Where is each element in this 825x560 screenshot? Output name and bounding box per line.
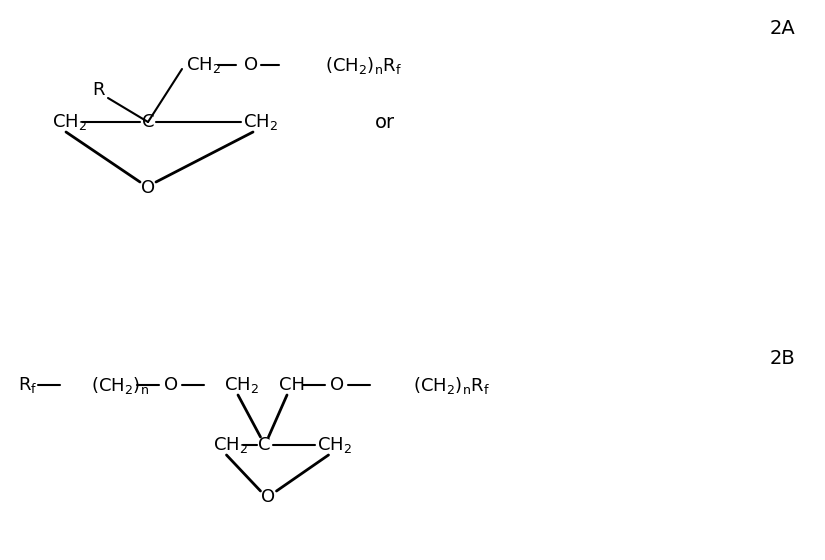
Text: O: O — [244, 56, 258, 74]
Text: O: O — [141, 179, 155, 197]
Text: C: C — [258, 436, 271, 454]
Text: $(\mathrm{CH_2})_\mathrm{n}\mathrm{R_f}$: $(\mathrm{CH_2})_\mathrm{n}\mathrm{R_f}$ — [413, 375, 490, 395]
Text: O: O — [164, 376, 178, 394]
Text: O: O — [330, 376, 344, 394]
Text: or: or — [375, 113, 395, 132]
Text: CH: CH — [279, 376, 305, 394]
Text: 2B: 2B — [769, 348, 795, 367]
Text: $(\mathrm{CH_2})_\mathrm{n}$: $(\mathrm{CH_2})_\mathrm{n}$ — [91, 375, 149, 395]
Text: $\mathrm{CH_2}$: $\mathrm{CH_2}$ — [317, 435, 351, 455]
Text: $\mathrm{CH_2}$: $\mathrm{CH_2}$ — [224, 375, 259, 395]
Text: $\mathrm{CH_2}$: $\mathrm{CH_2}$ — [186, 55, 221, 75]
Text: R: R — [92, 81, 104, 99]
Text: $(\mathrm{CH_2})_\mathrm{n}\mathrm{R_f}$: $(\mathrm{CH_2})_\mathrm{n}\mathrm{R_f}$ — [325, 54, 402, 76]
Text: $\mathrm{CH_2}$: $\mathrm{CH_2}$ — [213, 435, 247, 455]
Text: $\mathrm{R_f}$: $\mathrm{R_f}$ — [18, 375, 37, 395]
Text: $\mathrm{CH_2}$: $\mathrm{CH_2}$ — [52, 112, 87, 132]
Text: $\mathrm{CH_2}$: $\mathrm{CH_2}$ — [243, 112, 278, 132]
Text: 2A: 2A — [769, 18, 795, 38]
Text: C: C — [142, 113, 154, 131]
Text: O: O — [262, 488, 276, 506]
